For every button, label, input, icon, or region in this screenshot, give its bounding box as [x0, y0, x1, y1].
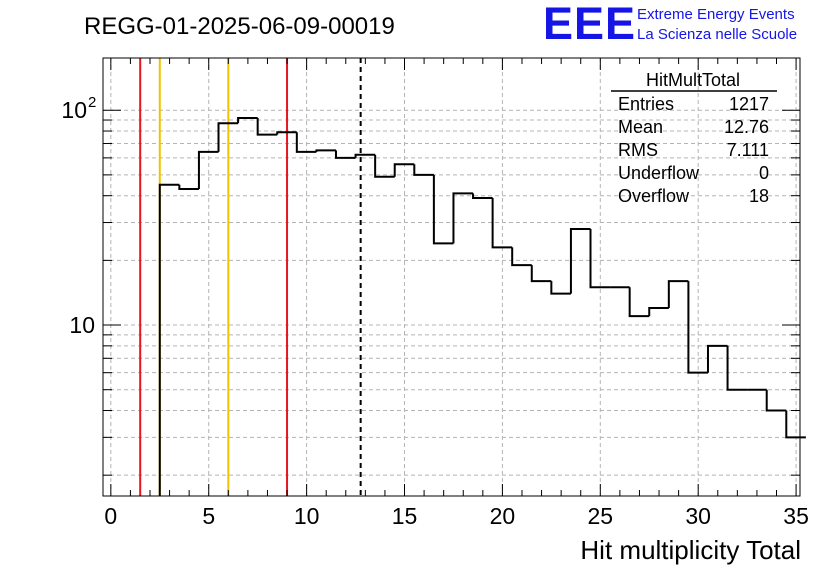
histogram-bin	[550, 281, 571, 295]
stats-value: 1217	[729, 94, 769, 114]
chart-title: REGG-01-2025-06-09-00019	[84, 13, 395, 40]
threshold-lines	[139, 58, 362, 496]
stats-value: 12.76	[724, 117, 769, 137]
histogram-bin	[569, 227, 591, 294]
stats-value: 18	[749, 186, 769, 206]
histogram-bin	[334, 150, 356, 159]
histogram-bin	[315, 149, 336, 152]
x-tick-label: 15	[392, 503, 418, 529]
stats-label: Underflow	[618, 163, 700, 183]
histogram-bin	[413, 164, 434, 176]
histogram-bin	[648, 307, 669, 317]
histogram-bin	[491, 198, 513, 249]
stats-title: HitMultTotal	[646, 70, 740, 90]
histogram-bin	[667, 280, 689, 309]
histogram-bin	[432, 174, 454, 245]
x-tick-label: 30	[685, 503, 711, 529]
eee-logo-line2: La Scienza nelle Scuole	[637, 26, 797, 43]
histogram-bin	[687, 281, 708, 374]
histogram-bin	[452, 192, 474, 244]
x-tick-label: 5	[202, 503, 215, 529]
axis-ticks	[103, 58, 800, 496]
histogram-bin	[237, 116, 258, 124]
histogram-bin	[589, 228, 611, 289]
histogram-bin	[217, 122, 239, 152]
x-tick-label: 35	[783, 503, 809, 529]
eee-logo-mark: EEE	[543, 0, 636, 49]
histogram-bin	[765, 389, 787, 412]
x-axis-label: Hit multiplicity Total	[580, 535, 801, 565]
histogram-bin	[158, 183, 180, 496]
x-tick-label: 10	[294, 503, 320, 529]
x-tick-label: 20	[490, 503, 516, 529]
stats-value: 0	[759, 163, 769, 183]
x-tick-label: 25	[588, 503, 614, 529]
grid-lines	[103, 58, 800, 496]
histogram-bin	[726, 345, 748, 391]
stats-label: Mean	[618, 117, 663, 137]
histogram-bin	[354, 153, 376, 158]
y-tick-exponent: 2	[88, 94, 96, 111]
stats-label: Overflow	[618, 186, 690, 206]
histogram-bin	[276, 131, 297, 135]
stats-value: 7.111	[727, 140, 769, 160]
histogram-bin	[256, 117, 278, 136]
histogram-bin	[511, 247, 532, 267]
histogram-bin	[178, 184, 199, 190]
histogram-bin	[197, 150, 219, 189]
histogram-bin	[530, 265, 552, 283]
stats-label: Entries	[618, 94, 674, 114]
eee-logo: EEE Extreme Energy Events La Scienza nel…	[543, 0, 797, 49]
x-tick-labels: 0 5 10 15 20 25 30 35	[104, 503, 808, 529]
histogram-bin	[628, 287, 650, 318]
plot-frame	[102, 57, 801, 497]
stats-box: HitMultTotal Entries 1217 Mean 12.76 RMS 7.11…	[611, 70, 777, 206]
y-tick-label: 10	[61, 97, 87, 123]
x-tick-label: 0	[104, 503, 117, 529]
histogram-bin	[374, 154, 395, 178]
histogram-bin	[295, 132, 317, 153]
histogram-outline	[158, 116, 806, 496]
histogram-bin	[706, 344, 728, 373]
eee-logo-line1: Extreme Energy Events	[637, 6, 795, 23]
histogram-bin	[393, 163, 415, 177]
histogram-bin	[472, 193, 493, 200]
stats-label: RMS	[618, 140, 658, 160]
y-tick-label: 10	[69, 312, 95, 338]
